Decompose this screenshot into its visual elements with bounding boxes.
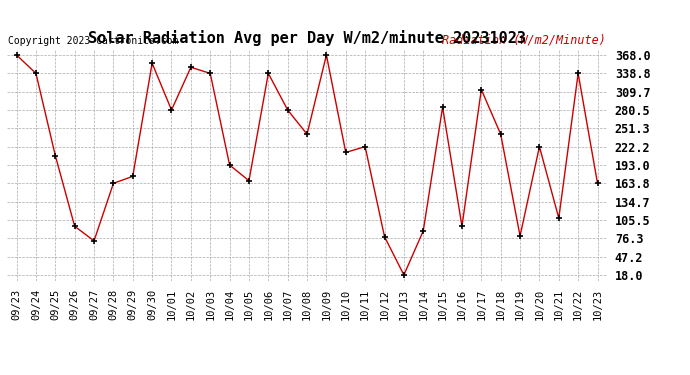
Text: Copyright 2023 Cartronics.com: Copyright 2023 Cartronics.com (8, 36, 179, 46)
Title: Solar Radiation Avg per Day W/m2/minute 20231023: Solar Radiation Avg per Day W/m2/minute … (88, 30, 526, 46)
Text: Radiation (W/m2/Minute): Radiation (W/m2/Minute) (442, 33, 606, 46)
